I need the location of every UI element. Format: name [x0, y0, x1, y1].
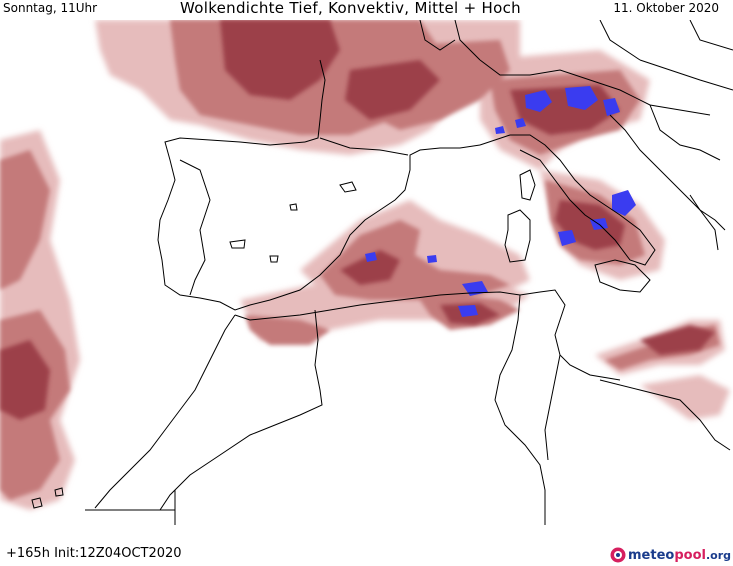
libya-coast	[599, 379, 731, 451]
pyrenees-border	[319, 137, 409, 156]
greece-coast	[689, 194, 726, 231]
algeria-tunisia-border	[494, 294, 546, 525]
meteopool-logo-icon	[610, 547, 626, 563]
france-coast	[304, 59, 326, 143]
balearic-small-2	[229, 239, 246, 249]
cloud-density-map	[0, 20, 733, 525]
italy-adriatic-coast	[609, 114, 719, 251]
iberia-coast	[157, 137, 481, 311]
morocco-algeria-border	[159, 309, 323, 511]
balearic-small-1	[289, 203, 298, 211]
logo-text-pool: pool	[674, 547, 706, 563]
corsica-coast	[519, 169, 536, 201]
canary-islands-2	[54, 487, 64, 497]
sardinia-coast	[504, 209, 531, 263]
map-title: Wolkendichte Tief, Konvektiv, Mittel + H…	[180, 0, 521, 17]
alps-border	[479, 59, 711, 116]
italy-coast	[479, 134, 656, 266]
balkan-border-1	[649, 104, 721, 161]
balkan-border-4	[689, 20, 733, 51]
france-east-border	[419, 20, 456, 51]
north-africa-coast	[234, 289, 621, 381]
balearic-small-3	[269, 255, 279, 263]
forecast-date: 11. Oktober 2020	[613, 1, 719, 15]
header: Sonntag, 11Uhr Wolkendichte Tief, Konvek…	[0, 0, 733, 20]
meteopool-logo: meteo pool .org	[610, 545, 731, 565]
canary-islands	[31, 497, 43, 509]
balkan-border-2	[639, 59, 733, 91]
forecast-init-info: +165h Init:12Z04OCT2020	[6, 546, 182, 561]
balearic-islands	[339, 181, 357, 193]
morocco-atlantic-coast	[94, 314, 236, 509]
footer: +165h Init:12Z04OCT2020 meteo pool .org	[0, 526, 733, 566]
logo-text-meteo: meteo	[628, 547, 675, 563]
coastlines	[31, 20, 733, 525]
swiss-border	[454, 20, 481, 61]
tunisia-libya-border	[544, 354, 561, 461]
balkan-border-3	[599, 20, 641, 61]
logo-text-org: .org	[705, 548, 731, 562]
sicily-coast	[594, 259, 651, 293]
forecast-day-time: Sonntag, 11Uhr	[3, 1, 98, 15]
spain-portugal-border	[179, 159, 211, 296]
